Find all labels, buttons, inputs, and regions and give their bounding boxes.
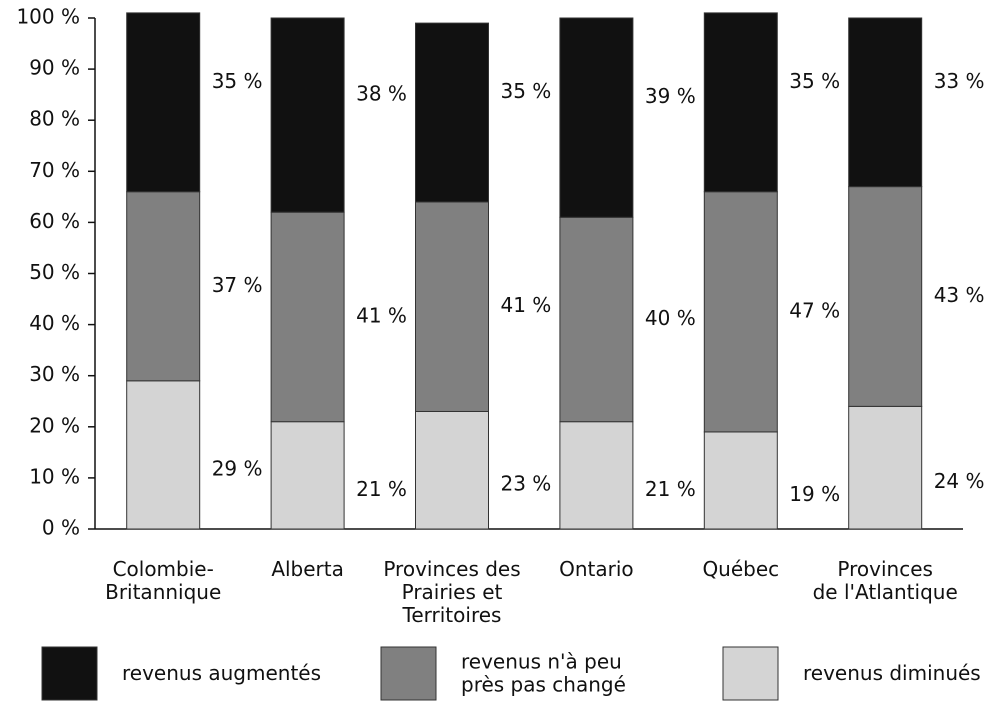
x-tick-label: Provinces de l'Atlantique: [813, 557, 958, 604]
bar-segment: [126, 12, 201, 193]
legend-label: revenus diminués: [803, 661, 981, 685]
data-label: 41 %: [356, 303, 407, 327]
bar-segment: [270, 17, 345, 213]
data-label: 47 %: [789, 298, 840, 322]
y-tick-label: 50 %: [29, 260, 80, 284]
data-label: 21 %: [356, 477, 407, 501]
y-tick-label: 30 %: [29, 362, 80, 386]
legend-label: revenus augmentés: [122, 661, 321, 685]
data-label: 38 %: [356, 82, 407, 106]
legend-label: revenus n'à peu près pas changé: [461, 649, 626, 696]
data-label: 33 %: [934, 69, 985, 93]
data-label: 35 %: [212, 69, 263, 93]
data-label: 35 %: [789, 69, 840, 93]
bar-segment: [126, 191, 201, 382]
bar-segment: [559, 216, 634, 423]
data-label: 19 %: [789, 482, 840, 506]
bar-segment: [703, 431, 778, 530]
y-tick-label: 10 %: [29, 464, 80, 488]
data-label: 39 %: [645, 84, 696, 108]
bar-segment: [848, 186, 923, 407]
bar-segment: [415, 22, 489, 203]
y-tick-label: 70 %: [29, 158, 80, 182]
y-tick-label: 60 %: [29, 209, 80, 233]
data-label: 41 %: [501, 293, 552, 317]
x-tick-label: Alberta: [271, 557, 344, 581]
data-label: 43 %: [934, 283, 985, 307]
legend-swatch: [380, 646, 437, 701]
data-label: 23 %: [501, 472, 552, 496]
y-tick-label: 0 %: [42, 516, 80, 540]
bar-segment: [415, 410, 489, 530]
data-label: 21 %: [645, 477, 696, 501]
data-label: 37 %: [212, 273, 263, 297]
bar-segment: [703, 12, 778, 193]
y-tick-label: 20 %: [29, 413, 80, 437]
y-tick-label: 80 %: [29, 107, 80, 131]
bar-segment: [270, 211, 345, 423]
bar-segment: [270, 421, 345, 530]
bar-segment: [848, 405, 923, 530]
legend-swatch: [722, 646, 779, 701]
data-label: 24 %: [934, 469, 985, 493]
data-label: 29 %: [212, 456, 263, 480]
data-label: 40 %: [645, 306, 696, 330]
x-tick-label: Québec: [702, 557, 779, 581]
data-label: 35 %: [501, 79, 552, 103]
x-tick-label: Ontario: [559, 557, 634, 581]
bar-segment: [559, 17, 634, 218]
y-tick-label: 40 %: [29, 311, 80, 335]
bar-segment: [559, 421, 634, 530]
bar-segment: [126, 380, 201, 530]
bar-segment: [703, 191, 778, 433]
x-tick-label: Colombie-Britannique: [105, 557, 221, 604]
legend-swatch: [41, 646, 98, 701]
x-tick-label: Provinces des Prairies et Territoires: [383, 557, 520, 627]
y-tick-label: 90 %: [29, 56, 80, 80]
bar-segment: [415, 201, 489, 412]
y-tick-label: 100 %: [16, 5, 80, 29]
bar-segment: [848, 17, 923, 188]
